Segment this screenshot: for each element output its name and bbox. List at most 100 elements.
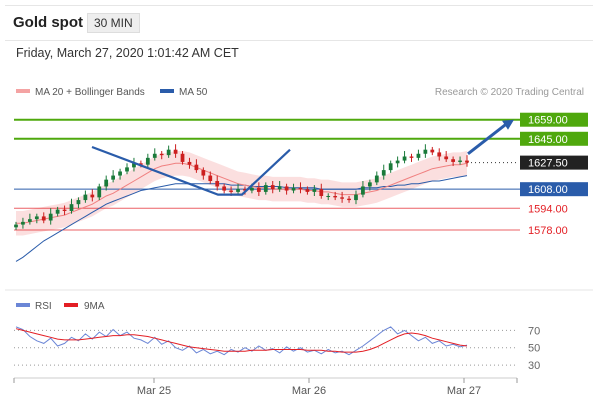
candle-body xyxy=(152,153,157,158)
trendline xyxy=(91,145,291,196)
timeframe-badge[interactable]: 30 MIN xyxy=(87,13,140,33)
candle-body xyxy=(333,195,338,198)
candle-body xyxy=(340,197,344,199)
candle-body xyxy=(21,221,25,225)
candle-body xyxy=(402,156,407,161)
projection-arrow xyxy=(467,121,509,155)
legend-ma50-label: MA 50 xyxy=(179,87,208,98)
candle-body xyxy=(41,216,46,221)
credit-text: Research © 2020 Trading Central xyxy=(435,87,584,98)
candle-body xyxy=(361,186,365,195)
pivot-label: 1608.00 xyxy=(528,184,568,196)
header-divider xyxy=(5,40,593,41)
candle-body xyxy=(270,185,275,190)
candle-body xyxy=(97,186,102,198)
last-price-box xyxy=(520,155,588,170)
resistance-label-1: 1645.00 xyxy=(528,134,568,146)
x-tick-label: Mar 27 xyxy=(447,385,481,397)
candle-body xyxy=(215,181,220,187)
candle-body xyxy=(62,209,67,211)
candle-body xyxy=(437,152,442,157)
candle-body xyxy=(354,194,358,201)
legend-ma20-swatch xyxy=(16,89,30,93)
x-tick-label: Mar 26 xyxy=(292,385,326,397)
candle-body xyxy=(451,159,456,162)
main-plot-area: 1659.00 1645.00 1627.50 1608.00 1594.00 1578.… xyxy=(14,112,588,262)
candle-body xyxy=(111,175,116,180)
candle-body xyxy=(76,200,81,205)
candle-body xyxy=(326,195,331,197)
candle-body xyxy=(423,149,428,154)
candle-body xyxy=(236,189,240,192)
instrument-title: Gold spot xyxy=(13,14,83,31)
candle-body xyxy=(104,179,109,187)
resistance-box-1 xyxy=(520,131,588,146)
candle-body xyxy=(55,209,60,214)
candle-body xyxy=(444,156,449,160)
resistance-label-0: 1659.00 xyxy=(528,115,568,127)
candle-body xyxy=(187,161,192,165)
candle-body xyxy=(250,187,254,191)
candle-body xyxy=(277,186,282,190)
rsi-series-rsi xyxy=(15,326,468,356)
chart-datetime: Friday, March 27, 2020 1:01:42 AM CET xyxy=(16,46,239,60)
candle-body xyxy=(381,170,386,176)
candle-body xyxy=(347,198,351,201)
candle-body xyxy=(201,170,206,176)
candle-body xyxy=(409,156,414,158)
candle-body xyxy=(208,175,213,182)
candle-body xyxy=(298,187,303,190)
candle-body xyxy=(125,167,129,172)
candle-body xyxy=(305,189,310,192)
x-tick-label: Mar 25 xyxy=(137,385,171,397)
legend-ma20-label: MA 20 + Bollinger Bands xyxy=(35,87,145,98)
candle-body xyxy=(34,216,39,220)
rsi-tick-label: 70 xyxy=(528,325,540,337)
legend-rsi-swatch xyxy=(16,303,30,307)
candle-body xyxy=(465,160,469,163)
candle-body xyxy=(132,163,136,168)
candle-body xyxy=(312,189,317,192)
candle-body xyxy=(90,194,95,198)
candle-body xyxy=(229,190,233,192)
candle-body xyxy=(430,149,435,153)
candle-body xyxy=(243,189,247,191)
support-label-4: 1594.00 xyxy=(528,203,568,215)
candle-body xyxy=(173,149,178,154)
legend-rsi-label: RSI xyxy=(35,301,52,312)
candle-body xyxy=(395,160,400,164)
candle-body xyxy=(291,187,296,191)
candle-body xyxy=(319,189,324,196)
bollinger-band xyxy=(16,151,467,236)
pivot-box xyxy=(520,182,588,197)
candle-body xyxy=(194,164,199,171)
candle-body xyxy=(263,185,268,192)
rsi-tick-label: 50 xyxy=(528,343,540,355)
legend-ma50-swatch xyxy=(160,89,174,93)
candle-body xyxy=(166,149,171,156)
candle-body xyxy=(222,186,227,191)
candle-body xyxy=(159,153,164,156)
candle-body xyxy=(145,157,150,165)
candle-body xyxy=(367,182,372,187)
candle-body xyxy=(69,204,74,211)
top-border xyxy=(5,5,593,6)
candle-body xyxy=(374,175,379,183)
legend-9ma-swatch xyxy=(64,303,78,307)
candle-body xyxy=(139,163,143,165)
candle-body xyxy=(416,153,421,158)
rsi-tick-label: 30 xyxy=(528,360,540,372)
candle-body xyxy=(118,171,122,176)
candle-body xyxy=(458,160,462,162)
x-axis: Mar 25 Mar 26 Mar 27 xyxy=(13,378,518,397)
ma20-line xyxy=(16,162,468,224)
candle-body xyxy=(180,153,185,162)
candle-body xyxy=(27,219,32,222)
candle-body xyxy=(284,186,289,191)
legend-9ma-label: 9MA xyxy=(84,301,105,312)
rsi-plot-area: 70 50 30 xyxy=(14,325,540,372)
support-label-5: 1578.00 xyxy=(528,225,568,237)
candle-body xyxy=(83,194,88,201)
